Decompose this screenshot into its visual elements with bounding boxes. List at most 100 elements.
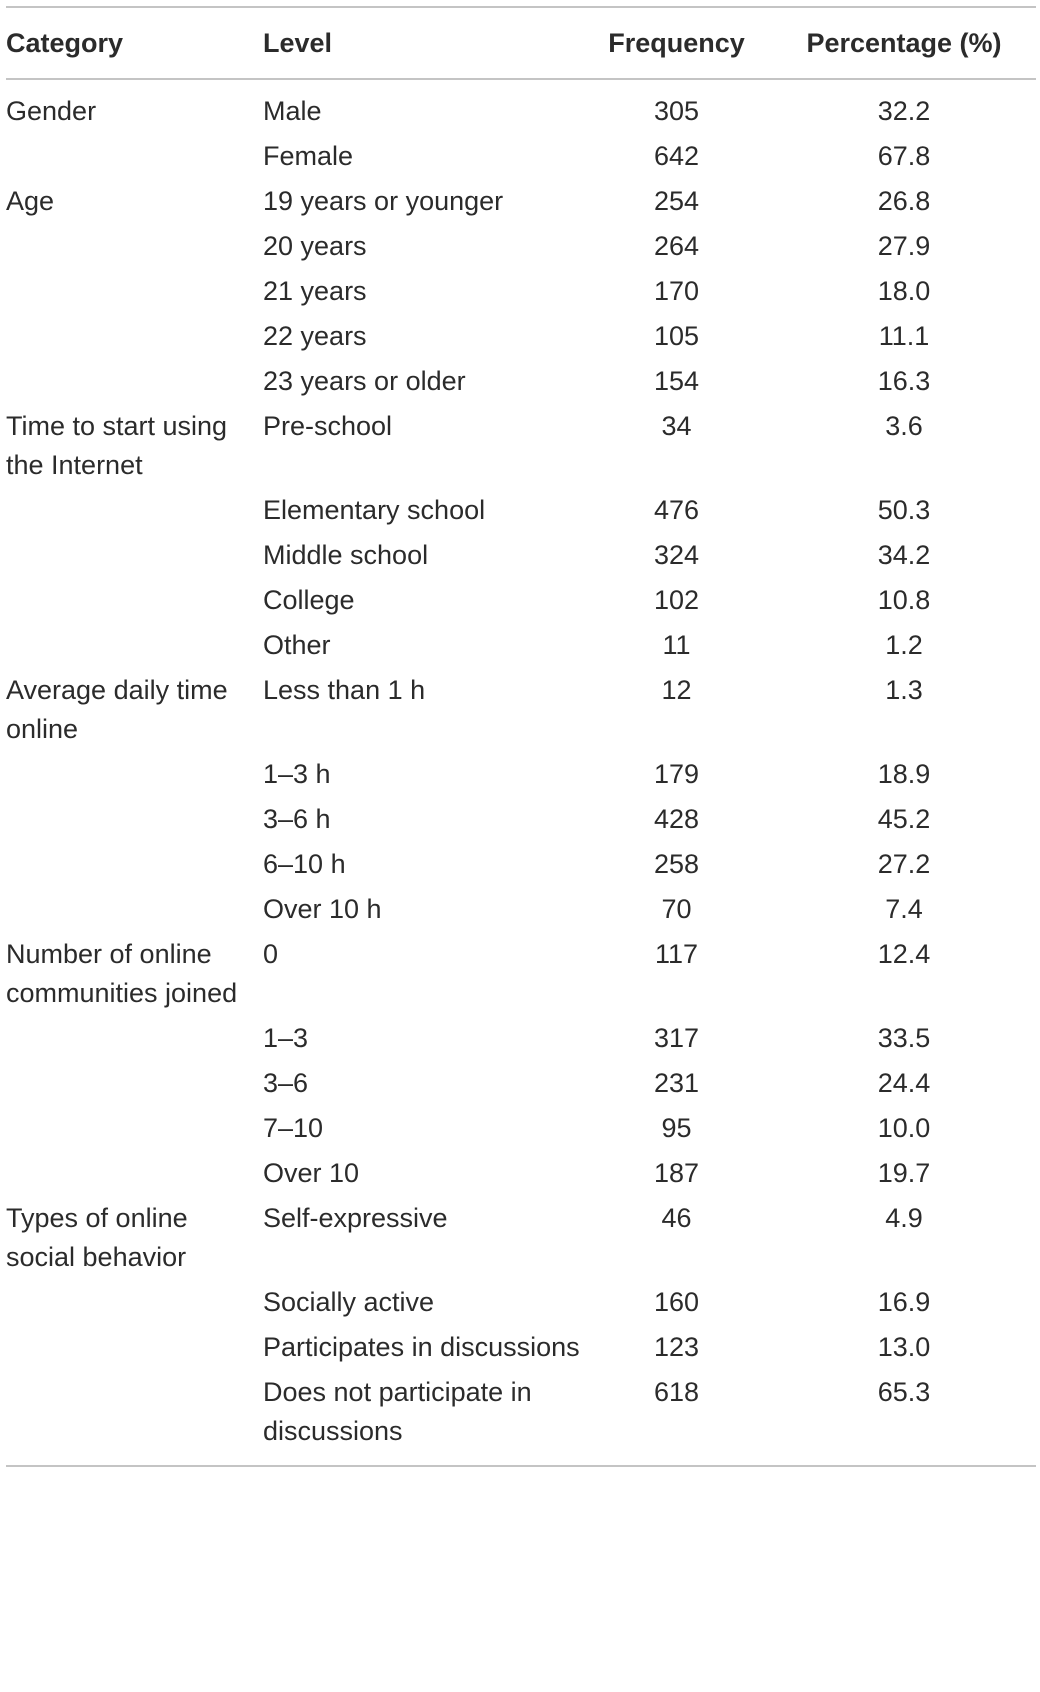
cell-category	[6, 1370, 263, 1466]
table-row: 6–10 h 258 27.2	[6, 842, 1036, 887]
cell-category	[6, 623, 263, 668]
cell-frequency: 231	[653, 1068, 700, 1098]
cell-category	[6, 269, 263, 314]
cell-category	[6, 578, 263, 623]
cell-frequency: 34	[661, 411, 692, 441]
cell-frequency: 428	[653, 804, 700, 834]
cell-category: Types of online social behavior	[6, 1203, 188, 1272]
cell-level: Other	[263, 630, 331, 660]
cell-percentage: 11.1	[878, 321, 930, 351]
cell-level: 22 years	[263, 321, 367, 351]
cell-percentage: 32.2	[877, 96, 931, 126]
table-row: Types of online social behavior Self-expr…	[6, 1196, 1036, 1280]
cell-level: 3–6	[263, 1068, 309, 1098]
cell-frequency: 187	[653, 1158, 700, 1188]
cell-category: Number of online communities joined	[6, 939, 238, 1008]
cell-frequency: 324	[653, 540, 700, 570]
cell-frequency: 70	[661, 894, 692, 924]
table-row: Middle school 324 34.2	[6, 533, 1036, 578]
cell-percentage: 33.5	[877, 1023, 931, 1053]
table-row: Does not participate in discussions 618 65…	[6, 1370, 1036, 1466]
table-row: Socially active 160 16.9	[6, 1280, 1036, 1325]
cell-level: 0	[263, 939, 279, 969]
cell-frequency: 11	[662, 630, 691, 660]
table-row: Number of online communities joined 0 117 1…	[6, 932, 1036, 1016]
header-category: Category	[6, 27, 124, 58]
cell-category	[6, 1061, 263, 1106]
table-row: Female 642 67.8	[6, 134, 1036, 179]
table-row: Other 11 1.2	[6, 623, 1036, 668]
header-level: Level	[263, 27, 333, 58]
cell-level: 21 years	[263, 276, 367, 306]
cell-percentage: 10.8	[877, 585, 931, 615]
table-row: Elementary school 476 50.3	[6, 488, 1036, 533]
cell-category	[6, 533, 263, 578]
cell-level: 6–10 h	[263, 849, 346, 879]
cell-category: Time to start using the Internet	[6, 411, 228, 480]
table-row: Average daily time online Less than 1 h 12…	[6, 668, 1036, 752]
cell-frequency: 117	[654, 939, 699, 969]
table-row: 21 years 170 18.0	[6, 269, 1036, 314]
cell-frequency: 254	[653, 186, 700, 216]
cell-frequency: 305	[653, 96, 700, 126]
cell-level: 1–3	[263, 1023, 309, 1053]
table-row: 22 years 105 11.1	[6, 314, 1036, 359]
cell-level: Over 10	[263, 1158, 360, 1188]
cell-level: Pre-school	[263, 411, 393, 441]
cell-frequency: 154	[653, 366, 700, 396]
table-row: 1–3 h 179 18.9	[6, 752, 1036, 797]
cell-frequency: 95	[661, 1113, 692, 1143]
cell-frequency: 46	[661, 1203, 692, 1233]
cell-frequency: 642	[653, 141, 700, 171]
cell-level: 1–3 h	[263, 759, 331, 789]
cell-frequency: 476	[653, 495, 700, 525]
cell-frequency: 102	[653, 585, 700, 615]
table-row: 3–6 h 428 45.2	[6, 797, 1036, 842]
cell-level: 7–10	[263, 1113, 324, 1143]
cell-category	[6, 224, 263, 269]
table-row: 23 years or older 154 16.3	[6, 359, 1036, 404]
cell-level: Participates in discussions	[263, 1332, 580, 1362]
header-row: Category Level Frequency Percentage (%)	[6, 7, 1036, 79]
cell-frequency: 12	[661, 675, 692, 705]
cell-category	[6, 797, 263, 842]
cell-percentage: 4.9	[885, 1203, 923, 1233]
cell-frequency: 170	[653, 276, 700, 306]
cell-frequency: 264	[653, 231, 700, 261]
cell-percentage: 12.4	[877, 939, 931, 969]
cell-level: Socially active	[263, 1287, 435, 1317]
cell-category	[6, 842, 263, 887]
cell-percentage: 27.2	[877, 849, 931, 879]
cell-percentage: 16.3	[877, 366, 931, 396]
table-body: Gender Male 305 32.2 Female 642 67.8 Age 19 year…	[6, 79, 1036, 1466]
cell-percentage: 18.9	[877, 759, 931, 789]
cell-frequency: 258	[653, 849, 700, 879]
cell-category	[6, 752, 263, 797]
cell-percentage: 18.0	[877, 276, 931, 306]
cell-percentage: 7.4	[885, 894, 923, 924]
cell-category	[6, 1151, 263, 1196]
cell-category	[6, 134, 263, 179]
cell-level: Elementary school	[263, 495, 486, 525]
table-row: Gender Male 305 32.2	[6, 79, 1036, 134]
cell-frequency: 317	[653, 1023, 700, 1053]
cell-level: 20 years	[263, 231, 367, 261]
cell-category: Gender	[6, 96, 97, 126]
cell-level: Less than 1 h	[263, 675, 426, 705]
header-frequency: Frequency	[608, 27, 745, 58]
cell-level: Middle school	[263, 540, 429, 570]
cell-level: 19 years or younger	[263, 186, 504, 216]
cell-level: Over 10 h	[263, 894, 382, 924]
cell-frequency: 123	[653, 1332, 700, 1362]
cell-frequency: 105	[653, 321, 700, 351]
cell-percentage: 16.9	[877, 1287, 931, 1317]
table-row: 3–6 231 24.4	[6, 1061, 1036, 1106]
table-row: Time to start using the Internet Pre-scho…	[6, 404, 1036, 488]
cell-percentage: 1.2	[885, 630, 923, 660]
table-row: 20 years 264 27.9	[6, 224, 1036, 269]
cell-category	[6, 488, 263, 533]
table-row: Participates in discussions 123 13.0	[6, 1325, 1036, 1370]
cell-level: 23 years or older	[263, 366, 466, 396]
cell-category: Age	[6, 186, 55, 216]
cell-category	[6, 1106, 263, 1151]
